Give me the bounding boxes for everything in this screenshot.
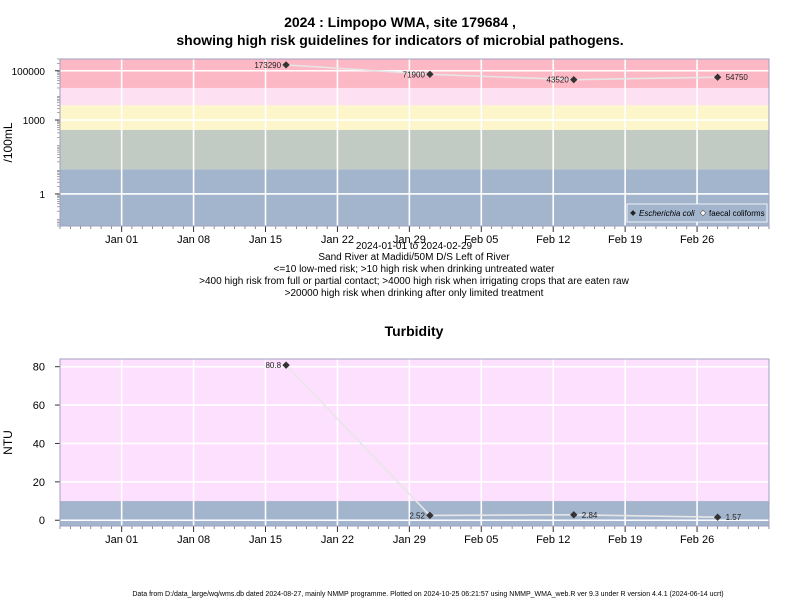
- data-label: 80.8: [265, 361, 281, 370]
- x-tick-label: Jan 15: [249, 234, 282, 246]
- x-tick-label: Jan 15: [249, 534, 282, 546]
- risk-band-1: [60, 129, 769, 170]
- data-point: [282, 61, 290, 69]
- note-guideline-3: >20000 high risk when drinking after onl…: [285, 288, 544, 299]
- y-tick-label: 20: [33, 477, 45, 489]
- data-label: 71900: [403, 70, 426, 79]
- x-tick-label: Jan 29: [393, 234, 426, 246]
- data-point: [426, 511, 434, 520]
- data-label: 2.52: [409, 511, 425, 520]
- chart-title-line1: 2024 : Limpopo WMA, site 179684 ,: [284, 14, 516, 30]
- legend-marker-ecoli: [630, 210, 636, 216]
- y-tick-label: 1000: [23, 116, 46, 127]
- x-tick-label: Feb 12: [536, 234, 570, 246]
- legend-marker-faecal: [699, 209, 707, 217]
- data-label: 54750: [726, 73, 749, 82]
- y-tick-label: 100000: [12, 67, 46, 78]
- x-tick-label: Jan 29: [393, 534, 426, 546]
- plot-frame: [59, 358, 770, 527]
- y-tick-label: 60: [33, 400, 45, 412]
- x-tick-label: Feb 05: [464, 234, 498, 246]
- y-axis-label: /100mL: [1, 122, 15, 162]
- legend-label-faecal: faecal coliforms: [709, 209, 765, 218]
- note-site-description: Sand River at Madidi/50M D/S Left of Riv…: [318, 252, 510, 263]
- note-guideline-2: >400 high risk from full or partial cont…: [199, 276, 629, 287]
- turbidity-panel: Jan 01 Jan 08 Jan 15 Jan 22 Jan 29 Feb 05 Feb …: [1, 358, 770, 546]
- data-point: [426, 70, 434, 78]
- x-tick-label: Jan 08: [177, 234, 210, 246]
- y-tick-label: 40: [33, 438, 45, 450]
- x-tick-label: Feb 05: [464, 534, 498, 546]
- x-tick-label: Jan 01: [105, 234, 138, 246]
- data-point: [282, 361, 290, 369]
- legend-label-ecoli: Escherichia coli: [639, 209, 695, 218]
- risk-band-0: [60, 501, 769, 526]
- y-tick-label: 0: [39, 515, 45, 527]
- note-date-range: 2024-01-01 to 2024-02-29: [356, 241, 473, 252]
- x-tick-label: Jan 08: [177, 534, 210, 546]
- x-tick-label: Jan 01: [105, 534, 138, 546]
- risk-band-3: [60, 87, 769, 106]
- y-tick-label: 80: [33, 362, 45, 374]
- risk-band-1: [60, 359, 769, 502]
- x-tick-label: Feb 12: [536, 534, 570, 546]
- footer-note: Data from D:/data_large/wq/wms.db dated …: [132, 591, 723, 598]
- chart-title-line2: showing high risk guidelines for indicat…: [176, 32, 623, 48]
- microbial-panel: Jan 01 Jan 08 Jan 15 Jan 22 Jan 29 Feb 05 Feb …: [1, 58, 770, 246]
- x-tick-label: Feb 19: [608, 234, 642, 246]
- series-line: [286, 64, 718, 81]
- x-tick-label: Feb 19: [608, 534, 642, 546]
- turbidity-title: Turbidity: [385, 323, 444, 339]
- note-guideline-1: <=10 low-med risk; >10 high risk when dr…: [274, 264, 556, 275]
- y-axis-label: NTU: [1, 430, 15, 455]
- plot-frame: [59, 58, 770, 227]
- y-tick-label: 1: [39, 190, 45, 201]
- series-line: [285, 364, 718, 519]
- x-tick-label: Jan 22: [321, 234, 354, 246]
- data-point: [570, 75, 578, 84]
- data-point: [570, 511, 578, 519]
- data-label: 43520: [547, 76, 570, 85]
- data-label: 1.57: [726, 513, 742, 522]
- data-point: [713, 513, 722, 521]
- x-tick-label: Jan 22: [321, 534, 354, 546]
- risk-band-2: [60, 105, 769, 130]
- legend-box: [626, 203, 768, 223]
- data-label: 173290: [254, 61, 281, 70]
- x-tick-label: Feb 26: [680, 534, 714, 546]
- x-tick-label: Feb 26: [680, 234, 714, 246]
- data-label: 2.84: [582, 511, 598, 520]
